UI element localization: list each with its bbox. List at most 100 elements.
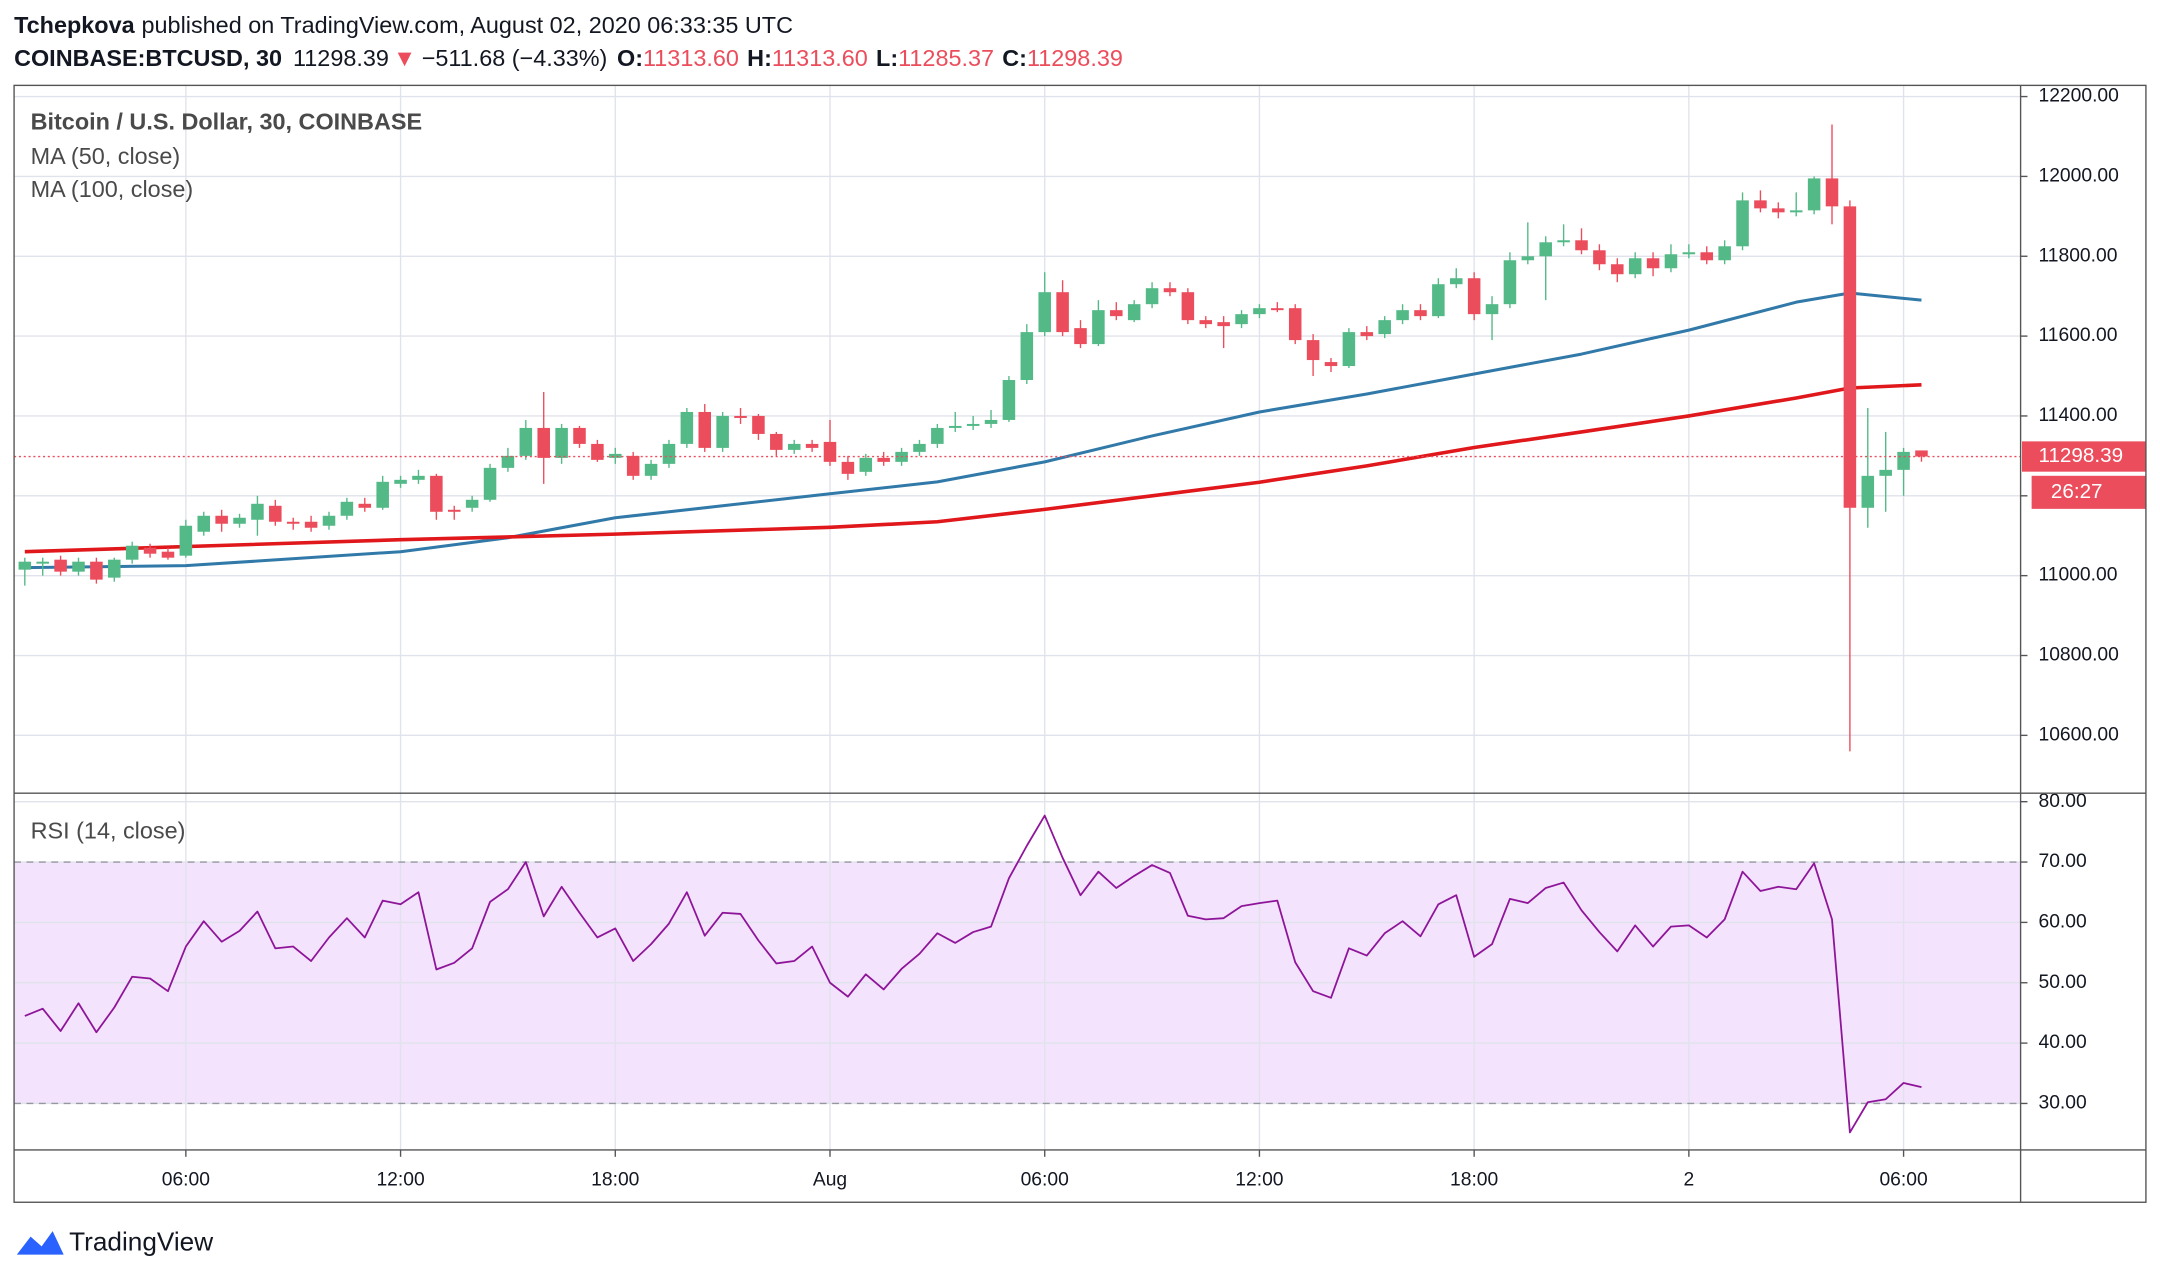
candle-body [1342, 332, 1356, 367]
author: Tchepkova [14, 12, 136, 38]
x-tick-label: 18:00 [1450, 1169, 1498, 1190]
candle-body [555, 427, 568, 458]
candle-body [1056, 292, 1069, 333]
x-tick-label: Aug [813, 1169, 847, 1190]
candle-body [1002, 380, 1016, 420]
legend-entry: MA (50, close) [31, 143, 181, 169]
rsi-line [24, 814, 1922, 1134]
x-tick-label: 06:00 [1021, 1169, 1069, 1190]
candle-body [1414, 310, 1427, 317]
candle-body [1145, 288, 1159, 305]
header-line-1: Tchepkova published on TradingView.com, A… [14, 12, 793, 38]
y-tick-label: 12000.00 [2039, 166, 2119, 187]
logo-icon [16, 1231, 64, 1255]
candle-body [286, 521, 300, 524]
last-price-box [2021, 441, 2146, 472]
ohlc-value: 11313.60 [772, 45, 868, 71]
candle-body [573, 427, 586, 444]
y-tick-label: 10600.00 [2039, 724, 2119, 745]
candle-body [1163, 288, 1177, 293]
candle-body [805, 443, 819, 448]
candle-body [1485, 304, 1499, 315]
candle-body [1467, 278, 1481, 315]
candle-body [1378, 320, 1391, 335]
candle-body [1664, 254, 1678, 269]
candle-body [519, 427, 533, 456]
candle-body [1915, 450, 1928, 457]
candle-body [591, 443, 604, 460]
candle-body [1038, 292, 1051, 333]
candle-body [125, 545, 139, 560]
candle-body [1521, 256, 1535, 261]
candle-body [430, 475, 443, 512]
candle-body [215, 515, 228, 524]
candle-body [859, 457, 873, 472]
candle-body [54, 559, 67, 572]
candle-body [644, 463, 658, 476]
candle-body [1718, 246, 1731, 261]
candle-body [1807, 178, 1821, 211]
x-tick-label: 2 [1684, 1169, 1695, 1190]
candle-body [1253, 308, 1266, 315]
change: −511.68 (−4.33%) [422, 45, 608, 71]
ohlc-label: L: [876, 45, 898, 71]
candle-body [1611, 264, 1624, 275]
candle-body [1772, 208, 1785, 213]
header-line-2: COINBASE:BTCUSD, 30 11298.39 ▼ −511.68 (−4.… [14, 45, 1123, 71]
x-tick-label: 18:00 [591, 1169, 639, 1190]
rsi-legend: RSI (14, close) [31, 818, 186, 844]
ohlc-label: O: [617, 45, 643, 71]
candle-body [662, 443, 676, 464]
candle-body [948, 425, 962, 428]
candle-body [1539, 242, 1552, 257]
candle-body [1127, 304, 1141, 321]
candle-body [770, 433, 783, 450]
moving-average-line [24, 383, 1922, 554]
candle-body [716, 415, 729, 448]
y-tick-label: 30.00 [2039, 1093, 2087, 1114]
last-price: 11298.39 [293, 45, 389, 71]
candle-body [1754, 200, 1767, 209]
y-tick-label: 10800.00 [2039, 645, 2119, 666]
ohlc-value: 11298.39 [1027, 45, 1123, 71]
x-tick-label: 06:00 [1879, 1169, 1927, 1190]
symbol: COINBASE:BTCUSD, 30 [14, 45, 282, 71]
candle-body [984, 419, 998, 424]
moving-average-line [24, 291, 1922, 570]
y-tick-label: 80.00 [2039, 791, 2087, 812]
candle-body [1736, 200, 1749, 247]
candle-body [734, 415, 747, 418]
candle-body [1432, 284, 1445, 317]
candle-body [1199, 320, 1213, 325]
candle-body [90, 561, 103, 580]
candle-body [1789, 210, 1803, 213]
y-tick-label: 40.00 [2039, 1032, 2087, 1053]
candle-body [787, 443, 801, 450]
candle-body [1074, 328, 1087, 345]
candle-body [1092, 310, 1105, 345]
candle-body [358, 503, 372, 508]
candle-body [1682, 252, 1696, 255]
candle-body [1843, 206, 1857, 508]
candle-body [1879, 469, 1892, 476]
candle-body [1897, 451, 1910, 470]
candle-body [36, 561, 49, 564]
candle-body [161, 551, 175, 558]
candle-body [447, 509, 461, 512]
candle-body [823, 441, 837, 462]
candle-body [465, 499, 479, 508]
candle-body [179, 525, 193, 556]
candle-body [537, 427, 550, 458]
candle-body [501, 455, 515, 468]
candle-body [1020, 332, 1034, 381]
candle-body [483, 467, 497, 500]
countdown-label: 26:27 [2051, 480, 2103, 503]
candle-body [752, 415, 765, 434]
y-tick-label: 12200.00 [2039, 86, 2119, 107]
candle-body [913, 443, 926, 452]
candle-body [1628, 258, 1642, 275]
y-tick-label: 11800.00 [2039, 245, 2118, 266]
brand: TradingView [69, 1226, 213, 1256]
candle-body [340, 501, 354, 516]
candle-body [1324, 362, 1338, 367]
